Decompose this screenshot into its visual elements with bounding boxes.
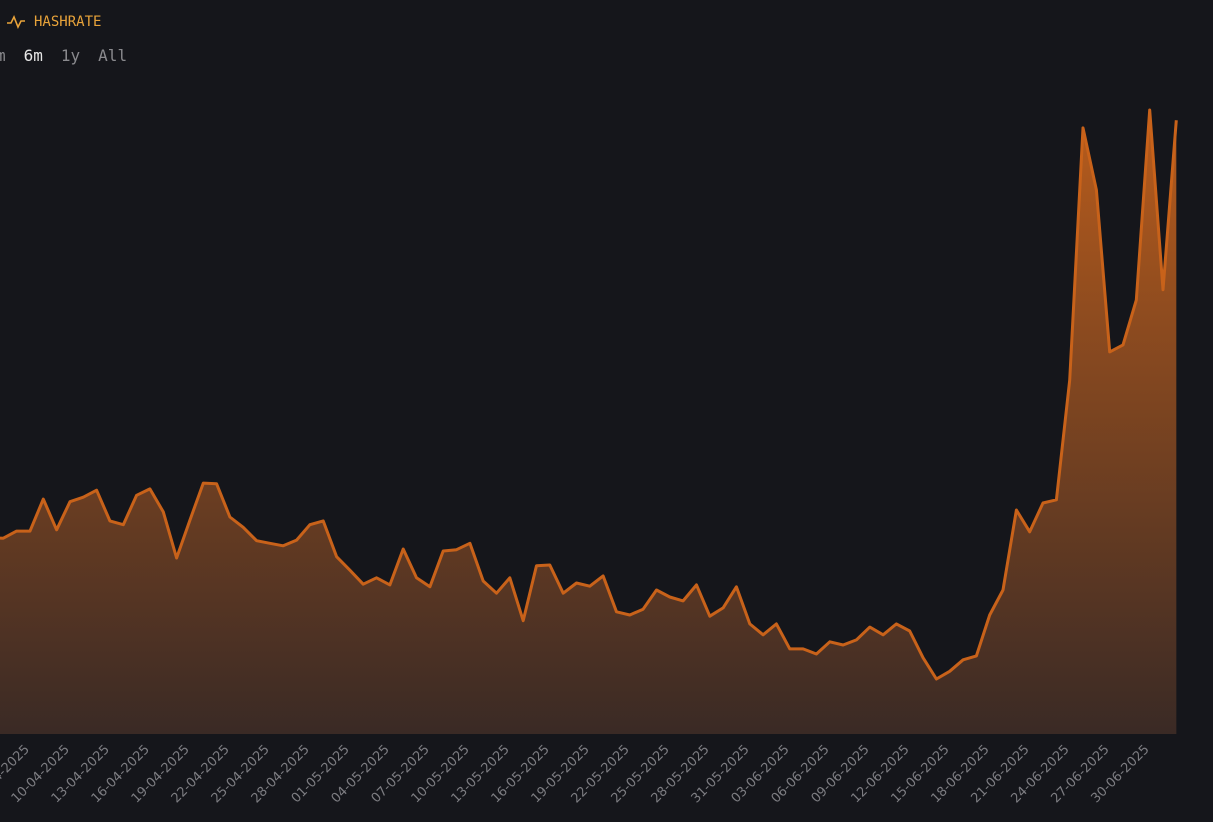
range-buttons: m 6m 1y All	[0, 46, 127, 65]
range-button[interactable]: All	[98, 46, 128, 65]
range-button[interactable]: 1y	[60, 46, 81, 65]
range-button[interactable]: 6m	[23, 46, 43, 65]
range-button[interactable]: m	[0, 46, 6, 65]
title: HASHRATE	[34, 14, 102, 30]
area	[0, 110, 1177, 734]
pulse-icon	[7, 15, 25, 29]
header: HASHRATE	[6, 14, 101, 30]
line	[0, 108, 1178, 681]
